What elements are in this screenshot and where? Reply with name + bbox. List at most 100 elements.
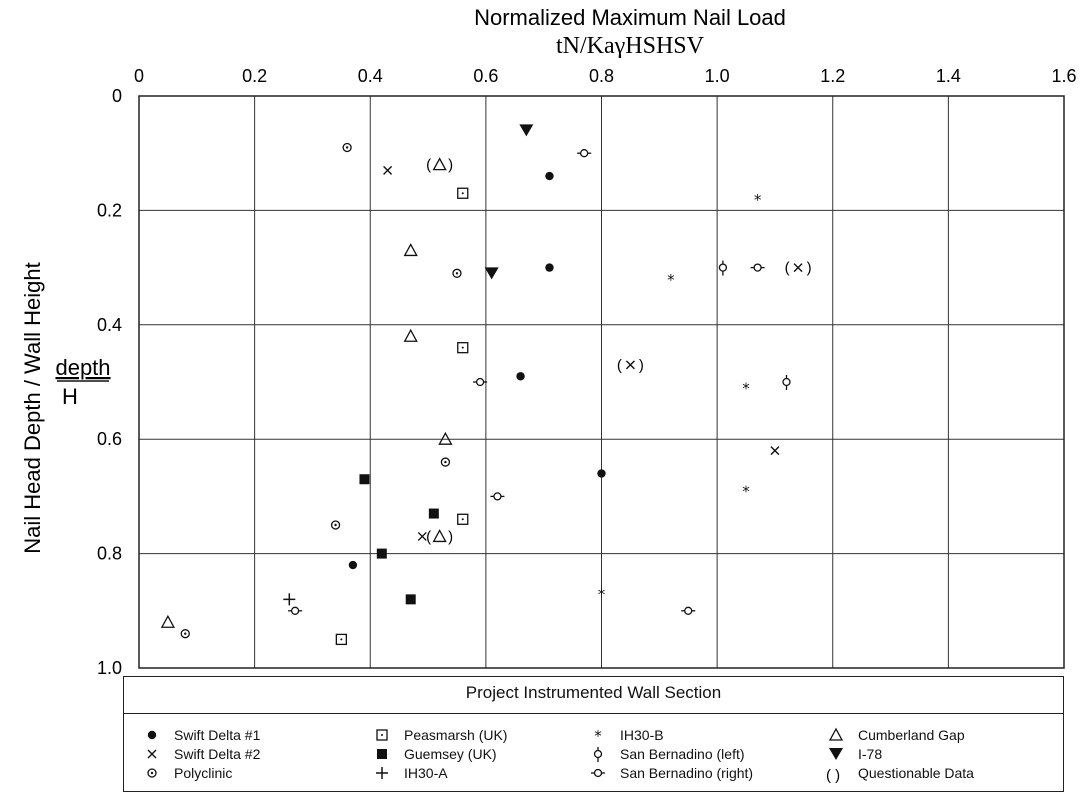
data-point-peasmarsh-uk [457, 342, 469, 354]
y-tick-label: 0.8 [97, 544, 122, 564]
data-point-ih30-b: * [742, 483, 750, 501]
data-markers: *****()()()() [160, 124, 812, 646]
questionable-marker [793, 263, 803, 273]
legend-marker: ( ) [826, 767, 840, 784]
legend-marker [591, 768, 605, 778]
data-point-questionable: () [785, 260, 812, 277]
data-point-cumberland-gap [438, 431, 453, 445]
data-point-san-bernadino-right [490, 492, 505, 501]
data-point-i-78 [519, 124, 534, 137]
data-point-swift-delta-1 [348, 560, 358, 570]
data-point-polyclinic [342, 142, 352, 153]
data-point-san-bernadino-right [473, 377, 488, 387]
x-tick-label: 0.4 [358, 66, 383, 86]
data-point-polyclinic [440, 457, 451, 467]
data-point-san-bernadino-left [718, 260, 728, 276]
legend-marker-symbol: * [594, 727, 602, 745]
svg-text:): ) [639, 357, 644, 374]
legend-label: Guemsey (UK) [404, 746, 497, 762]
data-point-polyclinic [452, 268, 462, 278]
legend-title: Project Instrumented Wall Section [465, 683, 722, 702]
legend-label: Swift Delta #1 [174, 727, 261, 743]
legend-marker-symbol [829, 748, 843, 760]
legend-label: IH30-A [404, 765, 448, 781]
legend-label: Polyclinic [174, 765, 233, 781]
legend-marker-symbol [147, 768, 157, 778]
data-point-swift-delta-1 [545, 171, 554, 181]
data-point-swift-delta-2 [417, 531, 427, 541]
chart-subtitle: tN/KaγHSHSV [556, 33, 705, 59]
data-point-ih30-b: * [667, 271, 675, 289]
legend-label: IH30-B [620, 727, 664, 743]
data-point-cumberland-gap [403, 243, 418, 257]
legend-marker-symbol [376, 767, 388, 779]
chart: 0 0.2 0.4 0.6 0.8 1.0 1.2 1.4 1.6 0 0.2 0.4 0.6 0.8 1.… [20, 5, 1077, 678]
x-tick-label: 0 [134, 66, 144, 86]
data-point-guemsey-uk [376, 548, 387, 559]
legend-marker-symbol [828, 727, 844, 741]
y-tick-label: 1.0 [97, 658, 122, 678]
legend-marker [147, 749, 157, 759]
x-tick-label: 0.2 [242, 66, 267, 86]
data-point-swift-delta-2 [770, 446, 780, 456]
legend-label: I-78 [858, 746, 883, 762]
legend-marker: * [594, 727, 602, 745]
legend-marker [147, 768, 157, 778]
data-point-polyclinic [180, 629, 190, 639]
questionable-marker [625, 360, 635, 370]
svg-text:(: ( [785, 260, 790, 277]
legend-marker-symbol [147, 730, 157, 740]
tick-labels: 0 0.2 0.4 0.6 0.8 1.0 1.2 1.4 1.6 0 0.2 0.4 0.6 0.8 1.… [97, 66, 1077, 678]
legend-marker [828, 727, 844, 741]
legend-marker [147, 730, 157, 740]
svg-text:( ): ( ) [826, 767, 840, 784]
legend-marker [376, 729, 388, 741]
data-point-swift-delta-1 [516, 372, 525, 381]
x-tick-label: 1.0 [705, 66, 730, 86]
y-tick-label: 0.2 [97, 200, 122, 220]
y-axis-label: Nail Head Depth / Wall Height [20, 262, 45, 553]
data-point-ih30-b: * [742, 380, 750, 398]
x-tick-label: 1.4 [936, 66, 961, 86]
legend-divider [124, 713, 1063, 714]
data-point-cumberland-gap [403, 328, 418, 342]
legend-label: Questionable Data [858, 765, 974, 781]
data-point-questionable: () [426, 528, 453, 545]
x-tick-label: 0.6 [473, 66, 498, 86]
data-point-cumberland-gap [160, 614, 176, 628]
questionable-marker [432, 157, 447, 171]
data-point-san-bernadino-right [288, 606, 303, 615]
legend-marker-symbol [591, 768, 605, 778]
chart-title: Normalized Maximum Nail Load [474, 5, 786, 30]
legend-marker-symbol [593, 747, 603, 762]
data-point-peasmarsh-uk [457, 187, 469, 199]
svg-text:): ) [807, 260, 812, 277]
svg-text:(: ( [426, 528, 431, 545]
legend-label: Peasmarsh (UK) [404, 727, 508, 743]
data-point-questionable: () [617, 357, 644, 374]
legend-label: San Bernadino (right) [620, 765, 754, 781]
legend-marker [376, 767, 388, 779]
data-point-swift-delta-2 [383, 165, 393, 175]
y-axis-fraction-denominator: H [62, 384, 78, 409]
legend-marker [829, 748, 843, 760]
data-point-ih30-b: * [598, 586, 606, 604]
data-point-san-bernadino-right [681, 606, 696, 615]
legend-label: Cumberland Gap [858, 727, 965, 743]
legend-label: Swift Delta #2 [174, 746, 261, 762]
data-point-san-bernadino-right [577, 149, 592, 158]
svg-text:): ) [448, 528, 453, 545]
y-tick-label: 0.6 [97, 429, 122, 449]
data-point-ih30-a [283, 593, 296, 606]
svg-text:(: ( [426, 157, 431, 174]
data-point-swift-delta-1 [597, 469, 606, 478]
data-point-ih30-b: * [754, 191, 762, 209]
legend-marker [593, 747, 603, 762]
svg-text:(: ( [617, 357, 622, 374]
data-point-swift-delta-1 [545, 263, 554, 272]
y-tick-label: 0 [112, 86, 122, 106]
data-point-polyclinic [330, 520, 341, 530]
data-point-i-78 [484, 267, 499, 280]
grid [139, 96, 1064, 668]
data-point-guemsey-uk [405, 594, 416, 605]
